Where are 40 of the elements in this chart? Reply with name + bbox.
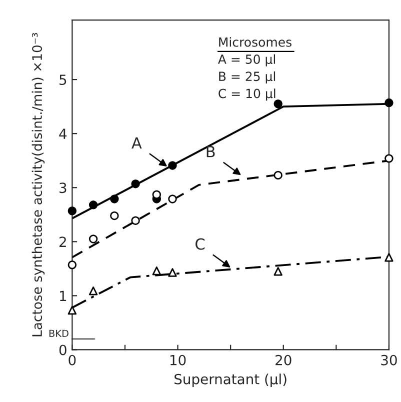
- point: [131, 179, 140, 188]
- annotation: B: [206, 146, 215, 158]
- point: [274, 267, 282, 276]
- y-tick-label: 1: [60, 290, 66, 301]
- y-tick-label: 3: [60, 182, 66, 194]
- y-tick-label: 0: [59, 344, 66, 356]
- point: [110, 194, 119, 204]
- x-axis-title: Supernatant (µl): [174, 374, 286, 388]
- point: [68, 206, 77, 216]
- point: [168, 194, 177, 204]
- annotation: A: [132, 137, 142, 149]
- annotation: Microsomes: [219, 37, 292, 47]
- y-tick-label: 4: [59, 128, 67, 139]
- annotation: C = 10 µl: [218, 88, 276, 101]
- point: [274, 99, 282, 108]
- point: [88, 286, 98, 296]
- ref-line-label: BKD: [49, 330, 68, 337]
- annotation: C: [196, 238, 205, 250]
- x-tick-label: 10: [170, 354, 186, 366]
- point: [88, 234, 98, 244]
- point: [88, 200, 98, 210]
- y-tick-label: 2: [60, 236, 66, 247]
- x-tick-label: 30: [381, 354, 397, 366]
- point: [110, 211, 119, 220]
- point: [131, 216, 140, 225]
- x-tick-label: 20: [276, 354, 292, 366]
- point: [168, 268, 177, 277]
- annotation: B = 25 µl: [219, 71, 276, 84]
- annotation: A = 50 µl: [218, 54, 276, 66]
- point: [68, 260, 77, 270]
- point: [274, 170, 282, 180]
- point: [68, 306, 77, 315]
- point: [152, 266, 162, 276]
- y-tick-label: 5: [60, 74, 66, 86]
- point: [384, 154, 394, 163]
- x-tick-label: 0: [68, 354, 76, 366]
- point: [168, 161, 177, 170]
- point: [384, 252, 394, 262]
- y-axis-title: Lactose synthetase activity(disint./min) ×10⁻³: [32, 33, 45, 336]
- point: [384, 98, 394, 108]
